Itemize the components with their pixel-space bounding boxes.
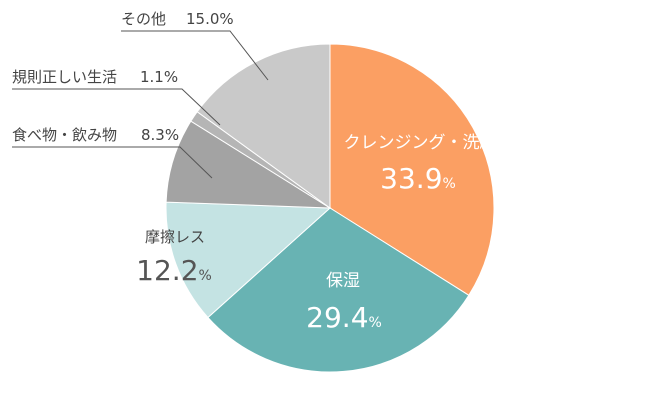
label-regular-life: 規則正しい生活 1.1% [12, 68, 221, 126]
label-value-regular-life: 1.1% [140, 68, 178, 86]
pie-slice-food-drink [165, 120, 332, 209]
label-name-moisture: 保湿 [326, 271, 360, 291]
leader-line-regular-life [12, 88, 221, 126]
label-food-drink: 食べ物・飲み物 8.3% [12, 126, 213, 179]
label-name-regular-life: 規則正しい生活 [12, 68, 117, 86]
label-name-cleansing: クレンジング・洗顔 [344, 133, 497, 153]
pie-slices [165, 43, 495, 373]
label-value-food-drink: 8.3% [141, 126, 179, 144]
label-value-moisture: 29.4% [306, 301, 382, 334]
leader-line-food-drink [12, 146, 213, 179]
pie-slice-moisture [207, 207, 470, 373]
label-other: その他 15.0% [121, 10, 269, 81]
pie-slice-other [196, 43, 331, 209]
label-name-food-drink: 食べ物・飲み物 [12, 126, 117, 144]
label-value-other: 15.0% [186, 10, 234, 28]
pie-slice-friction-less [165, 201, 332, 319]
label-name-other: その他 [121, 10, 166, 28]
label-value-cleansing: 33.9% [380, 162, 456, 195]
label-cleansing: クレンジング・洗顔 33.9% [344, 133, 497, 195]
leader-line-other [121, 30, 269, 81]
label-name-friction-less: 摩擦レス [145, 228, 205, 246]
label-friction-less: 摩擦レス 12.2% [136, 228, 212, 287]
label-value-friction-less: 12.2% [136, 254, 212, 287]
pie-slice-cleansing [329, 43, 495, 296]
label-moisture: 保湿 29.4% [306, 271, 382, 334]
